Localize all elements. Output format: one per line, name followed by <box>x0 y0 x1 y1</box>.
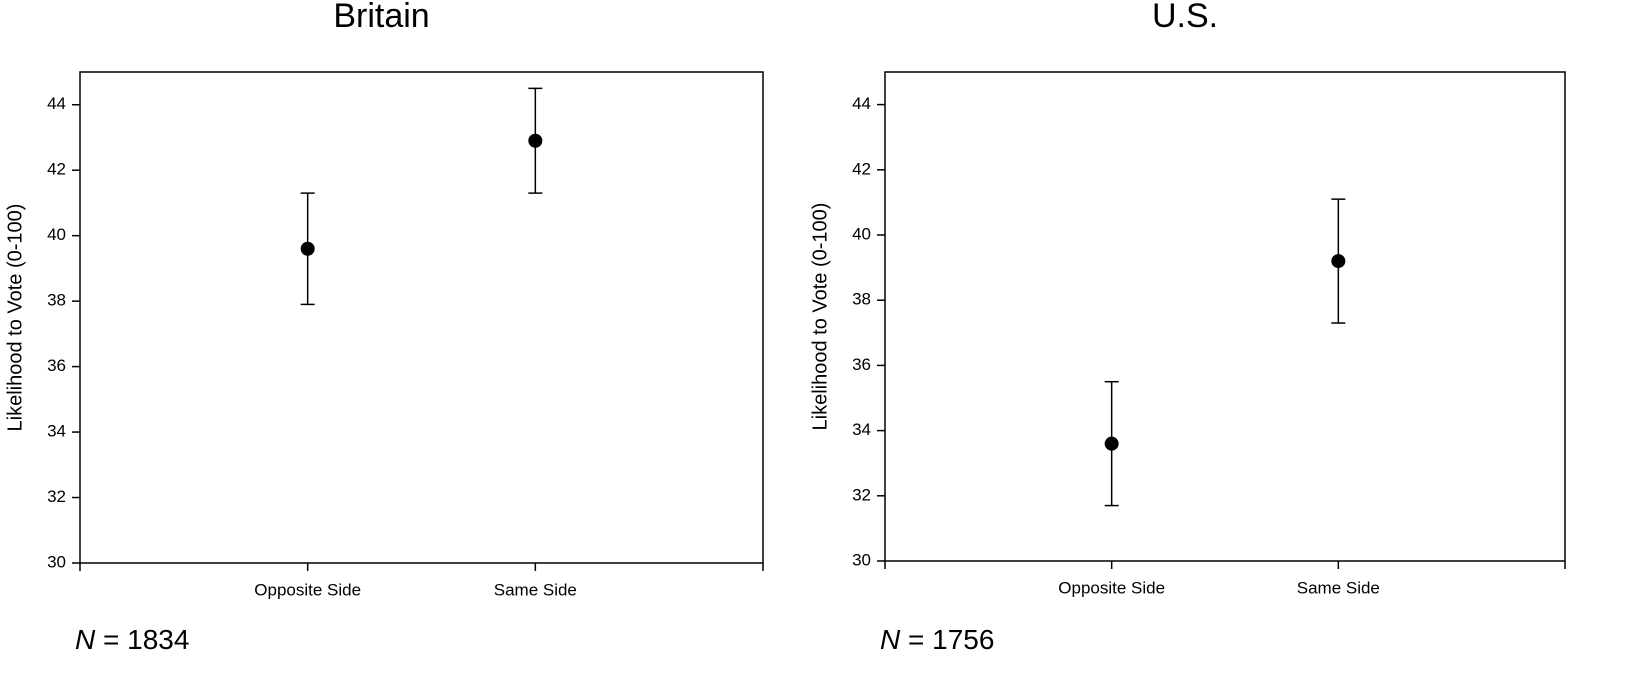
x-tick-label: Same Side <box>494 580 577 599</box>
y-tick-label: 32 <box>852 485 871 504</box>
y-tick-label: 30 <box>47 552 66 571</box>
x-tick-label: Opposite Side <box>1058 578 1165 597</box>
y-tick-label: 30 <box>852 550 871 569</box>
point <box>300 241 315 256</box>
point <box>1331 254 1346 269</box>
y-tick-label: 38 <box>47 291 66 310</box>
y-tick-label: 36 <box>47 356 66 375</box>
plot-frame <box>79 71 764 564</box>
y-tick-label: 32 <box>47 487 66 506</box>
x-tick-label: Opposite Side <box>254 580 361 599</box>
y-tick-label: 38 <box>852 290 871 309</box>
y-tick-label: 34 <box>852 420 871 439</box>
y-axis-label: Likelihood to Vote (0-100) <box>4 204 26 432</box>
point <box>528 133 543 148</box>
chart-title: U.S. <box>1152 0 1218 35</box>
y-tick-label: 36 <box>852 355 871 374</box>
y-tick-label: 40 <box>852 224 871 243</box>
chart-title: Britain <box>333 0 429 35</box>
x-tick-label: Same Side <box>1297 578 1380 597</box>
y-tick-label: 42 <box>852 159 871 178</box>
y-tick-label: 34 <box>47 422 66 441</box>
sample-size-note: N = 1834 <box>75 624 189 655</box>
point <box>1104 436 1119 451</box>
y-tick-label: 44 <box>47 94 66 113</box>
sample-size-note: N = 1756 <box>880 624 994 655</box>
plot-frame <box>884 71 1566 562</box>
y-axis-label: Likelihood to Vote (0-100) <box>809 203 831 431</box>
y-tick-label: 44 <box>852 94 871 113</box>
y-tick-label: 40 <box>47 225 66 244</box>
y-tick-label: 42 <box>47 160 66 179</box>
